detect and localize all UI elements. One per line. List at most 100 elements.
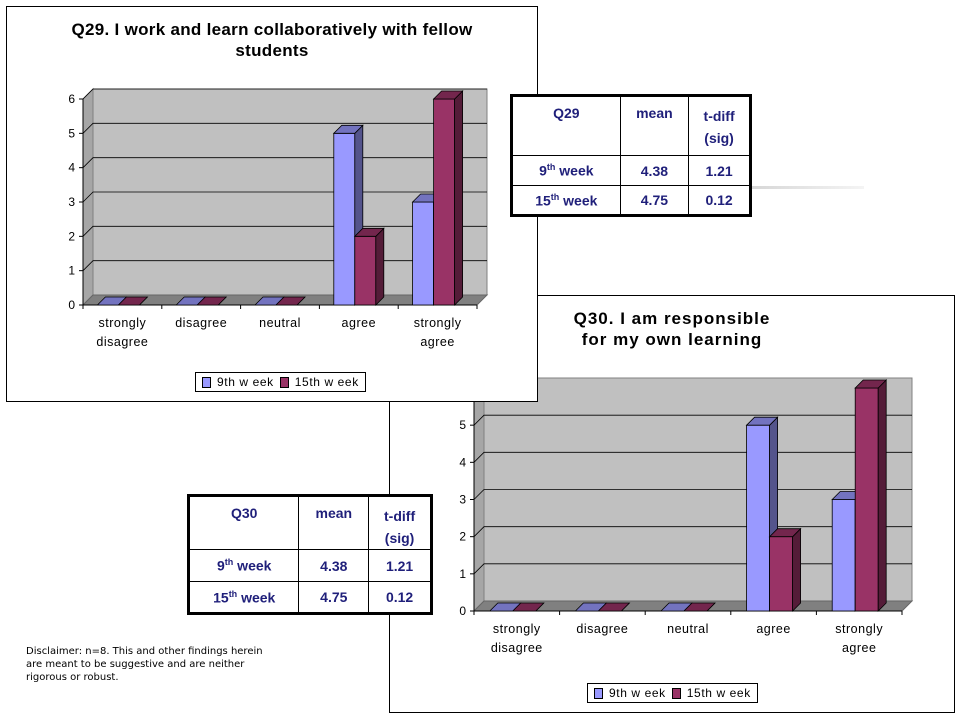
disclaimer-line: rigorous or robust. bbox=[26, 672, 119, 683]
bar-9th-week-top bbox=[332, 124, 364, 134]
week-suffix: week bbox=[559, 192, 598, 209]
y-tick-label: 3 bbox=[68, 195, 75, 209]
bar-15th-week-side bbox=[375, 227, 385, 306]
legend-label-9th-week: 9th w eek bbox=[217, 375, 274, 389]
disclaimer: Disclaimer: n=8. This and other findings… bbox=[26, 645, 296, 684]
table-header-tdiff: t-diff (sig) bbox=[688, 95, 751, 156]
chart-title: Q29. I work and learn collaboratively wi… bbox=[7, 19, 537, 61]
table-cell-tdiff: 0.12 bbox=[368, 581, 432, 614]
gridline bbox=[82, 122, 487, 134]
bar-15th-week-top bbox=[117, 296, 149, 306]
week-ordinal: th bbox=[546, 162, 556, 173]
chart-title-line-1: Q30. I am responsible bbox=[573, 309, 771, 328]
y-tick-label: 1 bbox=[68, 264, 75, 278]
table-cell-tdiff: 1.21 bbox=[368, 549, 432, 582]
table-header-tdiff-line1: t-diff bbox=[703, 108, 735, 124]
week-suffix: week bbox=[555, 162, 594, 179]
chart-title-line-1: Q29. I work and learn collaboratively wi… bbox=[71, 20, 473, 39]
stats-table-q29: Q29 mean t-diff (sig) 9th week 4.38 1.21… bbox=[510, 94, 752, 217]
x-tick-label: neutral bbox=[667, 622, 709, 636]
chart-title-line-2: for my own learning bbox=[581, 330, 763, 349]
table-cell-mean: 4.38 bbox=[619, 155, 690, 186]
disclaimer-line: Disclaimer: n=8. This and other findings… bbox=[26, 646, 263, 657]
x-tick-label: disagree bbox=[491, 641, 543, 655]
x-tick-label: strongly bbox=[835, 622, 883, 636]
table-header-question: Q30 bbox=[187, 495, 300, 550]
table-header-tdiff-line2: (sig) bbox=[704, 130, 734, 146]
legend-swatch-15th-week bbox=[279, 376, 289, 388]
legend-label-15th-week: 15th w eek bbox=[686, 686, 751, 700]
bar-15th-week-front bbox=[854, 387, 879, 612]
bar-15th-week-front bbox=[433, 98, 456, 306]
table-header-row: Q30 mean t-diff (sig) bbox=[187, 495, 432, 550]
week-number: 9 bbox=[539, 162, 547, 179]
x-tick-label: agree bbox=[756, 622, 790, 636]
bar-15th-week-top bbox=[768, 528, 802, 538]
table-cell-mean: 4.75 bbox=[619, 185, 690, 216]
table-row-label: 15th week bbox=[187, 581, 300, 614]
table-header-row: Q29 mean t-diff (sig) bbox=[511, 95, 751, 156]
y-tick-label: 2 bbox=[459, 530, 466, 544]
y-tick-label: 0 bbox=[68, 298, 75, 312]
table-row-label: 9th week bbox=[187, 549, 300, 582]
bar-15th-week-top bbox=[597, 602, 631, 612]
bar-15th-week-side bbox=[877, 379, 887, 612]
y-tick-label: 2 bbox=[68, 229, 75, 243]
x-tick-label: neutral bbox=[259, 316, 301, 330]
bar-9th-week-front bbox=[333, 132, 356, 306]
table-row: 9th week 4.38 1.21 bbox=[187, 549, 432, 582]
bar-9th-week-top bbox=[745, 416, 779, 426]
chart-legend: 9th w eek 15th w eek bbox=[587, 683, 758, 703]
bar-15th-week-side bbox=[454, 90, 464, 306]
y-tick-label: 5 bbox=[459, 418, 466, 432]
bar-15th-week-front bbox=[769, 536, 794, 612]
week-ordinal: th bbox=[550, 191, 560, 202]
y-tick-label: 4 bbox=[68, 161, 75, 175]
table-header-question: Q29 bbox=[511, 95, 621, 156]
table-row-label: 9th week bbox=[511, 155, 621, 186]
legend-swatch-15th-week bbox=[671, 687, 681, 699]
y-tick-label: 1 bbox=[459, 567, 466, 581]
bar-chart-q30: 0 1 2 3 4 5 strongly disagree disagree neutral agr… bbox=[459, 376, 914, 655]
table-cell-tdiff: 0.12 bbox=[688, 185, 751, 216]
bar-15th-week-top bbox=[432, 90, 464, 100]
x-tick-label: disagree bbox=[96, 335, 148, 349]
bar-15th-week-top bbox=[196, 296, 228, 306]
table-header-mean: mean bbox=[298, 495, 370, 550]
table-cell-mean: 4.38 bbox=[298, 549, 370, 582]
table-header-tdiff-line2: (sig) bbox=[384, 530, 415, 546]
bar-15th-week-top bbox=[275, 296, 306, 306]
y-tick-label: 6 bbox=[68, 92, 75, 106]
week-number: 9 bbox=[217, 557, 225, 574]
bar-9th-week-front bbox=[831, 499, 856, 612]
bar-chart-q29: 0 1 2 3 4 5 6 strongly disagree disagree neutral ag… bbox=[68, 87, 489, 349]
bar-9th-week-front bbox=[746, 424, 771, 612]
week-suffix: week bbox=[233, 557, 272, 574]
chart-title-line-2: students bbox=[235, 41, 309, 60]
chart-panel-q29: Q29. I work and learn collaboratively wi… bbox=[6, 6, 538, 402]
x-tick-label: strongly bbox=[493, 622, 541, 636]
x-tick-label: disagree bbox=[576, 622, 628, 636]
y-tick-label: 3 bbox=[459, 493, 466, 507]
legend-label-15th-week: 15th w eek bbox=[294, 375, 359, 389]
table-header-tdiff-line1: t-diff bbox=[384, 508, 416, 524]
x-tick-label: agree bbox=[342, 316, 376, 330]
chart-legend: 9th w eek 15th w eek bbox=[195, 372, 366, 392]
week-ordinal: th bbox=[228, 588, 238, 599]
bar-9th-week-front bbox=[412, 201, 435, 306]
bar-15th-week-top bbox=[854, 379, 888, 389]
x-tick-label: disagree bbox=[175, 316, 227, 330]
table-row-label: 15th week bbox=[511, 185, 621, 216]
y-tick-label: 0 bbox=[459, 604, 466, 618]
x-tick-label: agree bbox=[842, 641, 876, 655]
table-row: 15th week 4.75 0.12 bbox=[511, 185, 751, 216]
bar-15th-week-top bbox=[683, 602, 716, 612]
table-row: 15th week 4.75 0.12 bbox=[187, 581, 432, 614]
bar-15th-week-side bbox=[792, 527, 802, 612]
gridline bbox=[82, 88, 487, 100]
legend-swatch-9th-week bbox=[594, 687, 603, 699]
x-tick-label: agree bbox=[420, 335, 454, 349]
table-header-tdiff: t-diff (sig) bbox=[368, 495, 432, 550]
gridline bbox=[473, 414, 912, 426]
table-row: 9th week 4.38 1.21 bbox=[511, 155, 751, 186]
